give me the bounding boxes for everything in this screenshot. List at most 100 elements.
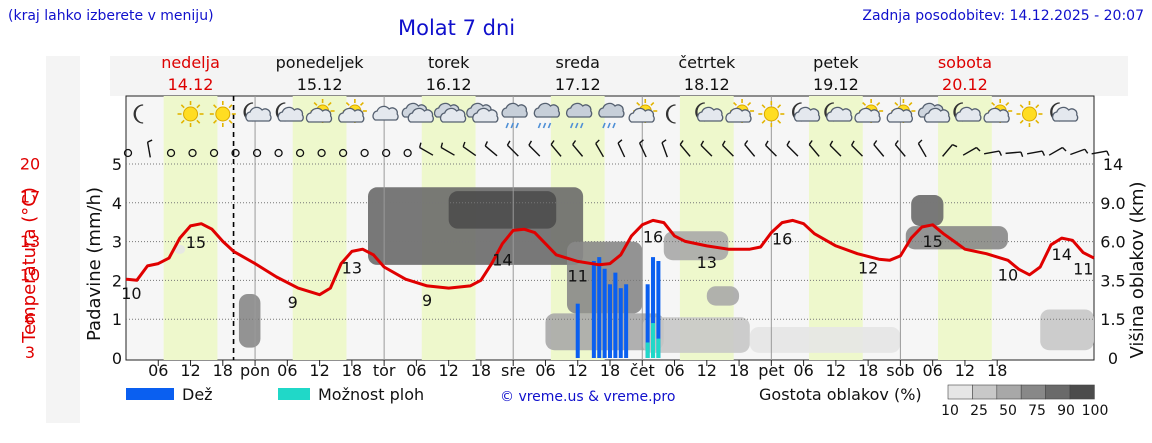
sun-cloud-icon <box>854 99 884 123</box>
cloud-blob <box>174 244 186 255</box>
legend-cloud-level: 10 <box>941 403 959 419</box>
wind-barb <box>1048 146 1063 156</box>
sun-ray <box>196 119 201 124</box>
legend-rain-label: Dež <box>182 385 213 404</box>
temperature-label: 14 <box>1052 245 1072 264</box>
precip-tick-label: 0 <box>112 349 122 368</box>
wind-barb-flag <box>528 140 533 146</box>
wind-barb-flag <box>721 140 726 146</box>
wind-barb <box>679 144 691 157</box>
x-tick-label: 18 <box>342 361 362 380</box>
wind-calm-symbol <box>252 148 262 158</box>
wind-barb <box>1091 150 1107 155</box>
temperature-label: 11 <box>1073 260 1093 279</box>
shower-bar <box>656 338 661 358</box>
wind-barb-flag <box>595 139 600 144</box>
moon-cloud-icon <box>243 102 272 122</box>
precip-tick-label: 3 <box>112 233 122 252</box>
rain-drop <box>579 122 584 129</box>
sun-icon <box>1016 101 1043 127</box>
day-name: sobota <box>938 53 992 72</box>
daylight-band <box>808 96 863 360</box>
temperature-label: 12 <box>858 259 878 278</box>
cloud-shape <box>407 107 434 123</box>
x-tick-label: 12 <box>568 361 588 380</box>
wind-barb <box>894 144 906 157</box>
sun-ray <box>1019 104 1024 109</box>
wind-barb-flag <box>639 139 644 144</box>
precip-tick-label: 2 <box>112 271 122 290</box>
rain-drop <box>569 122 574 129</box>
wind-calm-symbol <box>381 148 391 158</box>
clouds-icon <box>433 102 467 123</box>
day-date: 17.12 <box>555 75 601 94</box>
clouds-icon <box>917 102 951 123</box>
cloud-height-tick-label: 3.5 <box>1100 271 1125 290</box>
rain-bar <box>618 288 623 358</box>
sun-ray <box>908 101 913 106</box>
sun-ray <box>196 104 201 109</box>
sun-cloud-icon <box>628 99 658 123</box>
legend-cloud-swatch <box>972 384 998 400</box>
x-tick-label: 18 <box>471 361 491 380</box>
temperature-label: 9 <box>288 293 298 312</box>
rain-cloud-icon <box>565 102 593 129</box>
rain-drop <box>510 122 514 129</box>
cloud-shape <box>854 107 881 123</box>
cloud-shape <box>439 107 467 123</box>
legend-cloud-density-label: Gostota oblakov (%) <box>759 385 922 404</box>
temp-tick-label: 13 <box>20 232 40 251</box>
wind-barb-flag <box>700 140 705 146</box>
wind-calm-symbol <box>166 148 176 158</box>
copyright-link: © vreme.us & vreme.pro <box>500 389 675 405</box>
rain-cloud-icon <box>533 102 561 129</box>
sun-cloud-icon <box>305 99 335 123</box>
region-hint[interactable]: (kraj lahko izberete v meniju) <box>8 8 214 24</box>
sun-ray <box>1019 119 1024 124</box>
sun-ray <box>313 101 318 106</box>
wind-barb <box>786 144 799 157</box>
sun-ray <box>228 119 233 124</box>
precip-tick-label: 1 <box>112 310 122 329</box>
sun-icon <box>177 101 204 127</box>
wind-barb-flag <box>1020 151 1024 157</box>
wind-calm-symbol <box>274 148 283 158</box>
legend-cloud-swatch <box>1020 384 1046 400</box>
wind-barb <box>700 144 713 157</box>
x-tick-label: 12 <box>955 361 975 380</box>
x-tick-label: 06 <box>922 361 942 380</box>
wind-barb <box>765 144 777 157</box>
sun-ray <box>636 101 641 106</box>
wind-barb-flag <box>850 140 855 146</box>
cloud-shape <box>598 102 625 118</box>
sun-ray <box>1005 101 1010 106</box>
cloud-blob <box>911 195 944 227</box>
sun-ray <box>180 119 185 124</box>
wind-barb-flag <box>952 143 958 148</box>
day-header-panel <box>110 56 1128 96</box>
wind-barb-flag <box>975 147 981 152</box>
sun-disk <box>215 106 231 122</box>
wind-barb <box>942 144 954 157</box>
x-tick-label: 12 <box>697 361 717 380</box>
sun-ray <box>991 101 996 106</box>
cloud-shape <box>1051 106 1079 122</box>
wind-barb <box>528 144 541 157</box>
temperature-axis-title: Temperatura (°C) <box>19 187 40 344</box>
rain-drop <box>612 122 616 129</box>
rain-bar <box>645 284 650 358</box>
cloud-shape <box>501 102 528 118</box>
rain-drop <box>607 122 611 129</box>
wind-barb <box>744 144 756 157</box>
rain-drop <box>542 122 547 129</box>
wind-barb-flag <box>1084 148 1089 154</box>
moon-cloud-icon <box>824 102 853 122</box>
x-tick-label: pet <box>758 361 784 380</box>
temp-tick-label: 6 <box>25 310 35 329</box>
wind-barb-flag <box>998 150 1003 156</box>
wind-barb-flag <box>873 140 878 145</box>
cloud-height-tick-label: 14 <box>1103 155 1123 174</box>
wind-barb-flag <box>1106 150 1110 156</box>
wind-barb <box>595 143 605 158</box>
wind-barb-flag <box>572 140 577 145</box>
